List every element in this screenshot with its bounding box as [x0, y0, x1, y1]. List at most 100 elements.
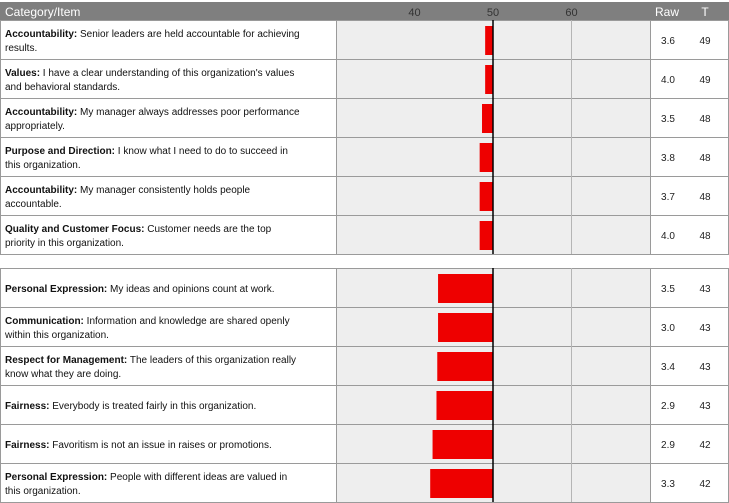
item-category: Values: [5, 68, 40, 79]
item-text-line: Accountability: My manager consistently … [5, 185, 251, 196]
raw-score: 4.0 [661, 75, 675, 86]
bar [482, 104, 493, 133]
raw-score: 2.9 [661, 440, 675, 451]
header-item-label: Category/Item [5, 5, 80, 19]
item-text-line: Personal Expression: People with differe… [5, 472, 287, 483]
item-statement: My manager always addresses poor perform… [77, 107, 300, 118]
item-row: Fairness: Everybody is treated fairly in… [0, 385, 729, 425]
header-row: Category/Item Raw T [0, 2, 729, 20]
raw-score: 3.5 [661, 114, 675, 125]
item-text-line: results. [5, 43, 37, 54]
item-text-line: Communication: Information and knowledge… [5, 316, 290, 327]
item-cell [0, 424, 337, 464]
x-tick-label: 60 [565, 7, 577, 19]
item-category: Accountability: [5, 185, 77, 196]
raw-score: 3.0 [661, 323, 675, 334]
t-score: 42 [699, 479, 711, 490]
t-score: 48 [699, 114, 711, 125]
x-axis-ticks: 40 50 60 [408, 7, 577, 19]
item-text-line: this organization. [5, 160, 81, 171]
item-text-line: appropriately. [5, 121, 65, 132]
item-statement: Everybody is treated fairly in this orga… [49, 401, 256, 412]
bar [432, 430, 493, 459]
item-rows: Accountability: Senior leaders are held … [0, 20, 729, 503]
item-row: Communication: Information and knowledge… [0, 307, 729, 347]
score-cell [650, 20, 729, 60]
bars [430, 26, 493, 498]
item-text-line: accountable. [5, 199, 62, 210]
header-plot-cell [336, 2, 650, 20]
item-row: Quality and Customer Focus: Customer nee… [0, 215, 729, 255]
score-cell [650, 59, 729, 99]
item-text-line: this organization. [5, 486, 81, 497]
item-category: Fairness: [5, 401, 49, 412]
item-row: Respect for Management: The leaders of t… [0, 346, 729, 386]
grid-lines [492, 20, 572, 502]
score-cell [650, 176, 729, 216]
bar [479, 182, 493, 211]
item-category: Personal Expression: [5, 284, 107, 295]
bar [430, 469, 493, 498]
raw-score: 3.5 [661, 284, 675, 295]
item-cell [0, 463, 337, 503]
item-text-line: Purpose and Direction: I know what I nee… [5, 146, 288, 157]
bar [438, 274, 493, 303]
item-statement: My manager consistently holds people [77, 185, 250, 196]
bar [485, 65, 493, 94]
item-cell [0, 20, 337, 60]
item-text-line: Quality and Customer Focus: Customer nee… [5, 224, 272, 235]
item-statement: Senior leaders are held accountable for … [77, 29, 299, 40]
t-score: 43 [699, 401, 711, 412]
x-tick-label: 40 [408, 7, 420, 19]
item-text-line: Values: I have a clear understanding of … [5, 68, 294, 79]
item-statement: People with different ideas are valued i… [107, 472, 287, 483]
item-text-line: Fairness: Everybody is treated fairly in… [5, 401, 256, 412]
t-score: 48 [699, 231, 711, 242]
raw-score: 3.6 [661, 36, 675, 47]
item-text-line: Respect for Management: The leaders of t… [5, 355, 296, 366]
item-text-line: priority in this organization. [5, 238, 124, 249]
item-category: Accountability: [5, 29, 77, 40]
score-cell [650, 268, 729, 308]
raw-score: 2.9 [661, 401, 675, 412]
item-cell [0, 137, 337, 177]
raw-score: 3.3 [661, 479, 675, 490]
item-statement: I know what I need to do to succeed in [115, 146, 288, 157]
item-statement: Favoritism is not an issue in raises or … [49, 440, 271, 451]
item-row: Values: I have a clear understanding of … [0, 59, 729, 99]
item-text-line: and behavioral standards. [5, 82, 120, 93]
item-category: Accountability: [5, 107, 77, 118]
t-score: 49 [699, 36, 711, 47]
raw-score: 3.7 [661, 192, 675, 203]
item-category: Fairness: [5, 440, 49, 451]
item-cell [0, 307, 337, 347]
item-text-line: Personal Expression: My ideas and opinio… [5, 284, 275, 295]
item-statement: Information and knowledge are shared ope… [84, 316, 290, 327]
score-cell [650, 215, 729, 255]
bar [438, 313, 493, 342]
header-score-cell [650, 2, 729, 20]
item-row: Personal Expression: People with differe… [0, 463, 729, 503]
item-category: Purpose and Direction: [5, 146, 115, 157]
item-cell [0, 215, 337, 255]
t-score: 43 [699, 323, 711, 334]
item-category: Communication: [5, 316, 84, 327]
header-t-label: T [701, 5, 709, 19]
raw-score: 3.8 [661, 153, 675, 164]
item-cell [0, 346, 337, 386]
item-category: Personal Expression: [5, 472, 107, 483]
raw-score: 3.4 [661, 362, 675, 373]
item-statement: My ideas and opinions count at work. [107, 284, 274, 295]
raw-score: 4.0 [661, 231, 675, 242]
item-text-line: Accountability: My manager always addres… [5, 107, 300, 118]
t-score: 49 [699, 75, 711, 86]
item-statement: Customer needs are the top [144, 224, 271, 235]
bar [437, 352, 493, 381]
bar [485, 26, 493, 55]
item-statement: I have a clear understanding of this org… [40, 68, 294, 79]
bar [479, 221, 493, 250]
t-score: 43 [699, 362, 711, 373]
header-raw-label: Raw [655, 5, 679, 19]
item-row: Fairness: Favoritism is not an issue in … [0, 424, 729, 464]
